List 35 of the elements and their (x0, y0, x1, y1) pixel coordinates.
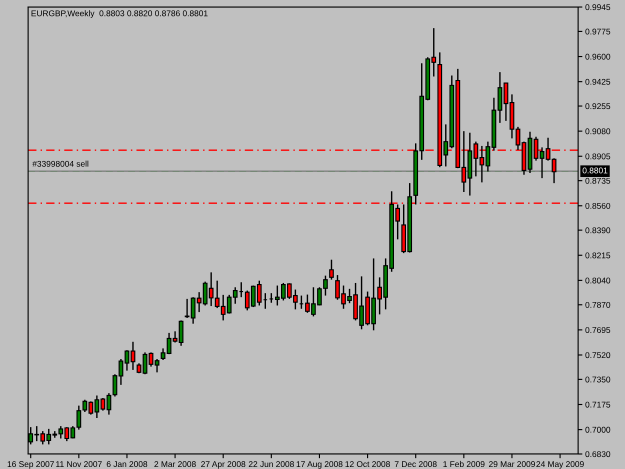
candlestick (329, 259, 334, 280)
y-tick-label: 0.7175 (585, 402, 610, 408)
x-tick-label: 11 Nov 2007 (56, 461, 102, 468)
y-tick-label: 0.8905 (585, 153, 610, 160)
y-tick-label: 0.7870 (585, 302, 610, 308)
y-tick-label: 0.8215 (585, 252, 610, 258)
y-tick-label: 0.7520 (585, 352, 610, 358)
y-tick-label: 0.9775 (585, 28, 610, 35)
y-tick-label: 0.8390 (585, 227, 610, 234)
y-tick-label: 0.9255 (585, 103, 610, 110)
y-tick-label: 0.7000 (585, 426, 610, 433)
chart-title: EURGBP,Weekly 0.8803 0.8820 0.8786 0.8801 (32, 10, 208, 18)
y-tick-label: 0.9425 (585, 78, 610, 85)
y-tick-label: 0.7350 (585, 376, 610, 382)
x-tick-label: 12 Oct 2008 (346, 461, 390, 468)
x-tick-label: 1 Feb 2009 (443, 460, 485, 468)
y-tick-label: 0.6830 (585, 451, 610, 458)
x-tick-label: 16 Sep 2007 (8, 461, 54, 469)
x-tick-label: 24 May 2009 (536, 461, 584, 469)
y-tick-label: 0.9600 (585, 54, 610, 60)
y-tick-label: 0.8735 (585, 178, 610, 184)
x-tick-label: 2 Mar 2008 (154, 461, 196, 468)
y-tick-label: 0.7695 (585, 327, 610, 333)
y-tick-label: 0.8040 (585, 278, 610, 284)
x-tick-label: 29 Mar 2009 (488, 461, 535, 468)
y-tick-label: 0.8560 (585, 202, 610, 209)
y-tick-label: 0.9945 (585, 4, 610, 10)
y-tick-label: 0.9080 (585, 128, 610, 134)
x-tick-label: 27 Apr 2008 (201, 461, 246, 469)
x-tick-label: 6 Jan 2008 (106, 461, 148, 468)
ref-line-label: #33998004 sell (32, 160, 88, 167)
x-tick-label: 7 Dec 2008 (394, 461, 437, 468)
ref-line-label: 0.8801 (582, 168, 608, 174)
x-tick-label: 22 Jun 2008 (248, 461, 294, 468)
x-tick-label: 17 Aug 2008 (296, 461, 342, 469)
